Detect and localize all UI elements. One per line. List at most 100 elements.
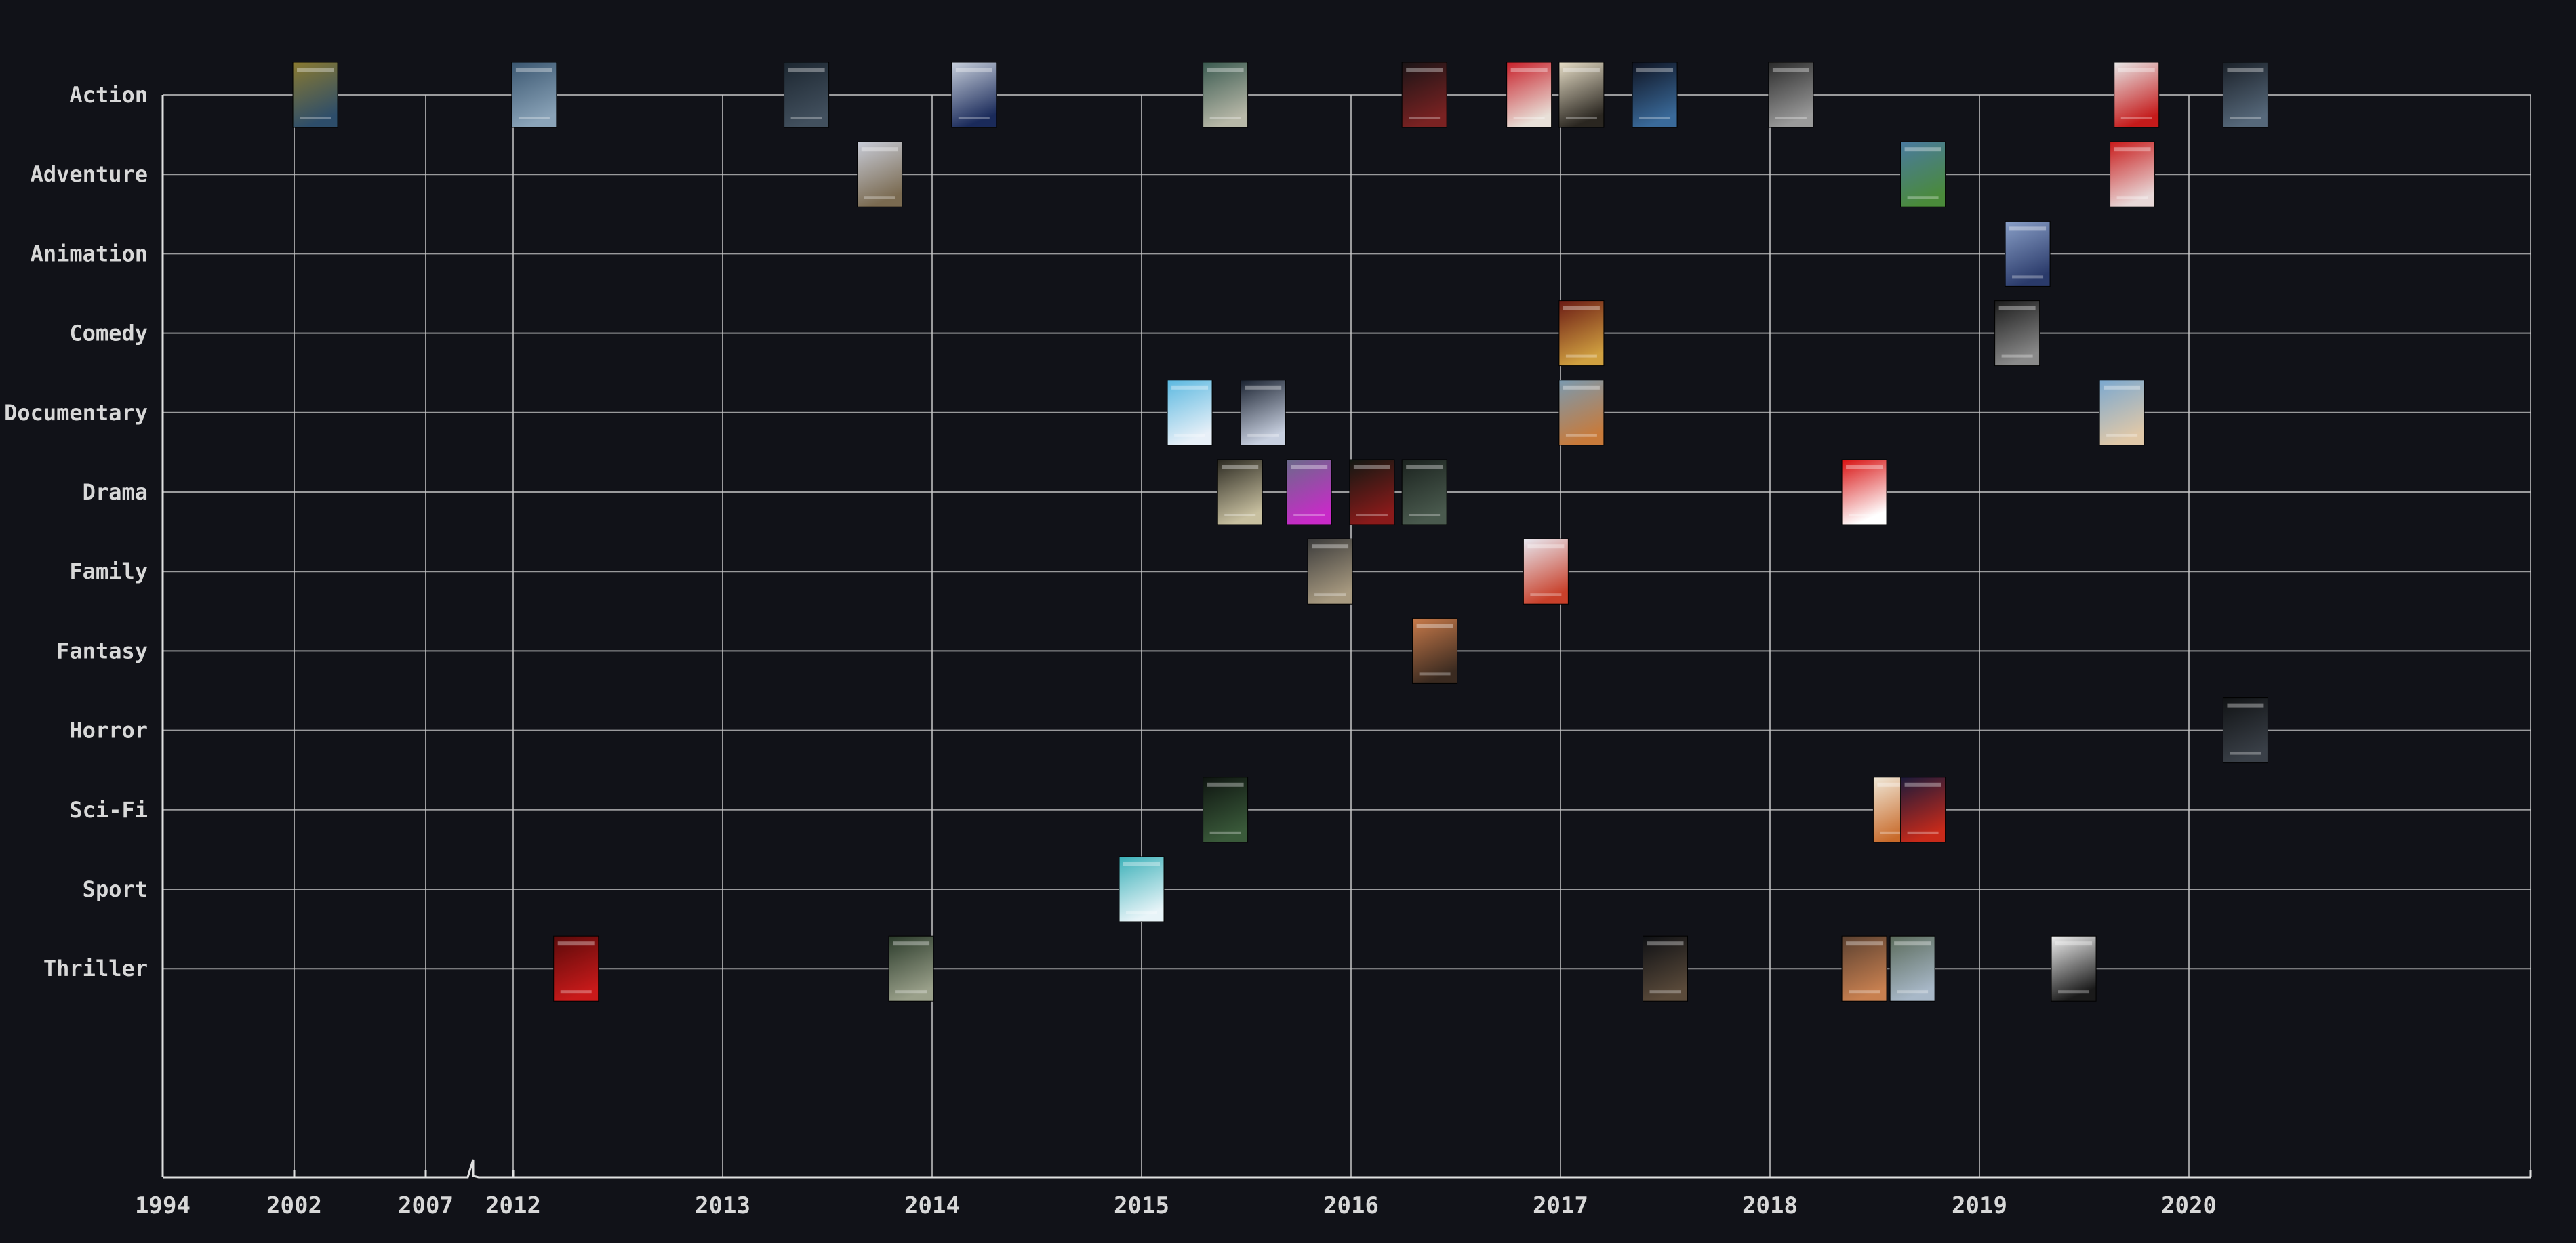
poster-image: [784, 62, 830, 128]
poster-credits-strip: [1530, 593, 1562, 596]
movie-poster-action-4[interactable]: [1203, 62, 1249, 128]
movie-poster-action-0[interactable]: [292, 62, 338, 128]
poster-credits-strip: [560, 990, 592, 994]
movie-poster-thriller-36[interactable]: [888, 935, 934, 1002]
poster-title-strip: [2114, 147, 2151, 152]
movie-poster-action-9[interactable]: [1768, 62, 1814, 128]
movie-poster-fantasy-29[interactable]: [1412, 617, 1458, 684]
movie-poster-thriller-35[interactable]: [553, 935, 599, 1002]
movie-poster-action-7[interactable]: [1558, 62, 1605, 128]
poster-title-strip: [1904, 782, 1941, 787]
movie-poster-documentary-21[interactable]: [2099, 380, 2145, 446]
movie-poster-adventure-14[interactable]: [2110, 141, 2156, 207]
poster-image: [951, 62, 997, 128]
poster-image: [1841, 935, 1887, 1002]
poster-image: [1900, 777, 1946, 843]
movie-poster-thriller-39[interactable]: [1889, 935, 1935, 1002]
poster-credits-strip: [1224, 514, 1256, 516]
poster-title-strip: [1894, 941, 1931, 946]
grid-lines: [163, 94, 2531, 1177]
movie-poster-action-6[interactable]: [1506, 62, 1552, 128]
year-tick-1994: 1994: [135, 1192, 190, 1219]
poster-title-strip: [1207, 782, 1244, 787]
poster-credits-strip: [1247, 434, 1279, 437]
poster-credits-strip: [2058, 990, 2090, 994]
movie-poster-drama-22[interactable]: [1217, 459, 1263, 525]
genre-label-sci-fi: Sci-Fi: [69, 797, 148, 823]
year-tick-2013: 2013: [695, 1192, 750, 1219]
poster-image: [1841, 459, 1887, 525]
movie-poster-family-27[interactable]: [1307, 538, 1353, 605]
movie-poster-adventure-13[interactable]: [1900, 141, 1946, 207]
poster-title-strip: [1636, 68, 1674, 72]
poster-image: [2099, 380, 2145, 446]
poster-title-strip: [557, 941, 595, 946]
movie-poster-documentary-19[interactable]: [1240, 380, 1286, 446]
movie-poster-action-2[interactable]: [784, 62, 830, 128]
movie-poster-adventure-12[interactable]: [857, 141, 903, 207]
movie-poster-comedy-17[interactable]: [1994, 300, 2040, 367]
poster-image: [1558, 300, 1605, 367]
poster-title-strip: [515, 68, 552, 72]
movie-poster-sci-fi-33[interactable]: [1900, 777, 1946, 843]
poster-title-strip: [1171, 385, 1209, 390]
poster-title-strip: [788, 68, 825, 72]
movie-poster-drama-23[interactable]: [1286, 459, 1332, 525]
poster-image: [1643, 935, 1688, 1002]
x-axis: [161, 95, 2532, 1179]
poster-title-strip: [1207, 68, 1244, 72]
poster-image: [1558, 62, 1605, 128]
poster-title-strip: [1510, 68, 1548, 72]
poster-title-strip: [2055, 941, 2093, 946]
movie-poster-action-8[interactable]: [1632, 62, 1678, 128]
movie-poster-drama-24[interactable]: [1349, 459, 1395, 525]
poster-credits-strip: [1565, 434, 1597, 437]
movie-poster-animation-15[interactable]: [2005, 220, 2051, 287]
movie-poster-documentary-20[interactable]: [1558, 380, 1605, 446]
poster-image: [2222, 697, 2268, 764]
poster-credits-strip: [2106, 434, 2138, 437]
poster-image: [1632, 62, 1678, 128]
axis-labels: Action Adventure Animation Comedy Documentar…: [4, 82, 2217, 1219]
movie-poster-drama-25[interactable]: [1401, 459, 1447, 525]
poster-image: [1412, 617, 1458, 684]
poster-image: [292, 62, 338, 128]
movie-poster-drama-26[interactable]: [1841, 459, 1887, 525]
movie-poster-sci-fi-31[interactable]: [1203, 777, 1249, 843]
movie-poster-action-10[interactable]: [2114, 62, 2160, 128]
movie-poster-horror-30[interactable]: [2222, 697, 2268, 764]
movie-poster-action-3[interactable]: [951, 62, 997, 128]
poster-image: [1240, 380, 1286, 446]
movie-poster-comedy-16[interactable]: [1558, 300, 1605, 367]
movie-poster-action-11[interactable]: [2222, 62, 2268, 128]
movie-poster-thriller-37[interactable]: [1643, 935, 1688, 1002]
poster-credits-strip: [1126, 911, 1157, 914]
poster-credits-strip: [1775, 117, 1807, 119]
poster-title-strip: [893, 941, 930, 946]
poster-credits-strip: [1907, 196, 1939, 199]
genre-label-sport: Sport: [83, 876, 148, 902]
movie-poster-action-1[interactable]: [511, 62, 557, 128]
poster-credits-strip: [2116, 196, 2148, 199]
movie-poster-thriller-38[interactable]: [1841, 935, 1887, 1002]
poster-title-strip: [1647, 941, 1684, 946]
poster-image: [1506, 62, 1552, 128]
poster-title-strip: [2227, 68, 2264, 72]
year-tick-2020: 2020: [2161, 1192, 2217, 1219]
year-tick-2015: 2015: [1114, 1192, 1169, 1219]
poster-credits-strip: [2001, 354, 2033, 358]
movie-poster-action-5[interactable]: [1401, 62, 1447, 128]
poster-image: [1401, 62, 1447, 128]
movie-poster-sport-34[interactable]: [1119, 856, 1165, 922]
poster-credits-strip: [2230, 752, 2261, 755]
movie-poster-documentary-18[interactable]: [1167, 380, 1213, 446]
poster-image: [2114, 62, 2160, 128]
movie-poster-family-28[interactable]: [1523, 538, 1569, 605]
movie-poster-thriller-40[interactable]: [2051, 935, 2097, 1002]
poster-image: [1307, 538, 1353, 605]
poster-title-strip: [1312, 544, 1349, 549]
genre-label-horror: Horror: [69, 718, 148, 743]
poster-image: [1119, 856, 1165, 922]
poster-title-strip: [297, 68, 334, 72]
poster-credits-strip: [1293, 514, 1325, 516]
